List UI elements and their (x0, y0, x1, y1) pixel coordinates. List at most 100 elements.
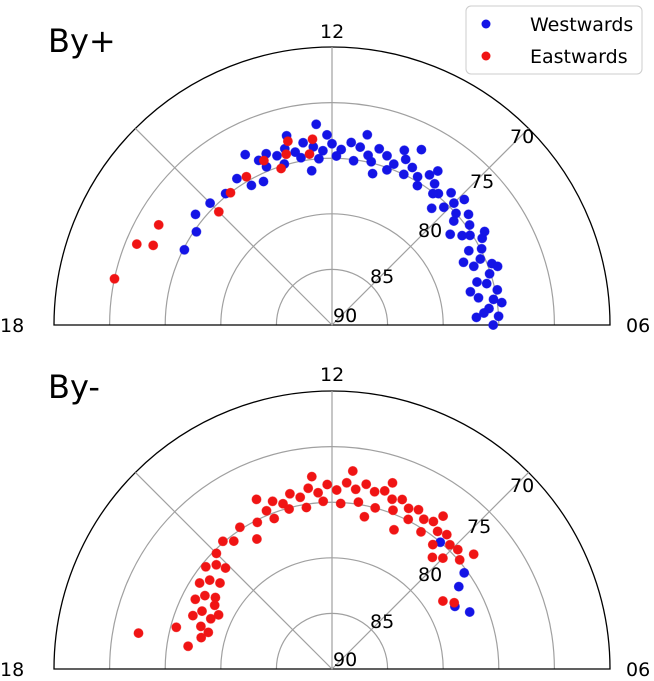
by-minus-eastwards-point-40 (217, 536, 228, 547)
by-minus-eastwards-point-60 (171, 622, 182, 633)
panel-by-minus-lat-75: 75 (467, 516, 491, 538)
by-plus-eastwards-point-3 (225, 187, 236, 198)
by-minus-eastwards-point-30 (335, 498, 346, 509)
panel-by-minus-lat-80: 80 (418, 564, 442, 586)
by-minus-eastwards-point-14 (387, 494, 398, 505)
by-minus-eastwards-point-17 (413, 504, 424, 515)
by-plus-eastwards-point-7 (153, 219, 164, 230)
legend-westwards-marker (481, 19, 491, 29)
panel-by-minus-title: By- (48, 368, 100, 406)
by-plus-spoke-1 (135, 128, 333, 326)
by-minus-eastwards-point-55 (203, 627, 214, 638)
panel-by-minus-mlt-18: 18 (0, 659, 24, 681)
by-minus-eastwards-point-70 (359, 511, 370, 522)
by-minus-eastwards-point-68 (468, 549, 479, 560)
by-minus-eastwards-point-50 (195, 621, 206, 632)
by-plus-westwards-point-47 (398, 169, 409, 180)
by-minus-eastwards-point-44 (204, 575, 215, 586)
by-minus-eastwards-point-21 (441, 529, 452, 540)
by-minus-westwards-point-2 (453, 581, 464, 592)
by-minus-eastwards-point-37 (437, 553, 448, 564)
by-plus-westwards-point-44 (348, 155, 359, 166)
by-plus-westwards-point-48 (412, 180, 423, 191)
by-plus-westwards-point-42 (313, 153, 324, 164)
by-plus-eastwards-point-1 (258, 155, 269, 166)
by-plus-westwards-point-19 (424, 169, 435, 180)
panel-by-plus-lat-85: 85 (370, 266, 394, 288)
by-minus-eastwards-point-7 (322, 479, 333, 490)
by-plus-westwards-point-32 (484, 268, 495, 279)
by-plus-westwards-point-49 (427, 188, 438, 199)
by-plus-westwards-point-11 (355, 142, 366, 153)
by-plus-westwards-point-67 (496, 297, 507, 308)
by-minus-eastwards-point-64 (306, 471, 317, 482)
by-plus-eastwards-point-5 (304, 149, 315, 160)
by-plus-westwards-point-10 (346, 137, 357, 148)
by-plus-westwards-point-23 (448, 198, 459, 209)
panel-by-plus-mlt-12: 12 (320, 21, 344, 43)
by-plus-westwards-point-30 (475, 253, 486, 264)
by-plus-westwards-point-56 (473, 292, 484, 303)
by-minus-eastwards-point-12 (369, 486, 380, 497)
by-plus-westwards-point-71 (190, 209, 201, 220)
by-minus-eastwards-point-24 (454, 554, 465, 565)
by-plus-westwards-point-25 (463, 209, 474, 220)
by-plus-westwards-point-46 (381, 164, 392, 175)
by-minus-eastwards-point-51 (220, 563, 231, 574)
by-plus-westwards-point-82 (458, 257, 469, 268)
panel-by-minus-points (133, 465, 479, 652)
by-minus-eastwards-point-1 (267, 496, 278, 507)
by-plus-eastwards-point-4 (276, 163, 287, 174)
by-plus-westwards-point-75 (367, 168, 378, 179)
by-plus-westwards-point-43 (331, 150, 342, 161)
panel-by-minus-mlt-12: 12 (320, 364, 344, 386)
by-minus-eastwards-point-43 (200, 561, 211, 572)
by-plus-eastwards-point-8 (148, 240, 159, 251)
by-minus-eastwards-point-39 (228, 536, 239, 547)
by-plus-westwards-point-57 (478, 307, 489, 318)
by-plus-westwards-point-73 (258, 176, 269, 187)
by-plus-westwards-point-66 (492, 261, 503, 272)
by-plus-westwards-point-61 (362, 129, 373, 140)
by-minus-eastwards-point-65 (347, 465, 358, 476)
by-minus-eastwards-point-11 (361, 479, 372, 490)
by-plus-westwards-point-83 (465, 286, 476, 297)
by-plus-eastwards-point-12 (282, 136, 293, 147)
by-plus-westwards-point-5 (298, 137, 309, 148)
by-plus-westwards-point-17 (407, 162, 418, 173)
by-minus-eastwards-point-20 (432, 526, 443, 537)
by-minus-eastwards-point-49 (187, 610, 198, 621)
by-minus-eastwards-point-32 (370, 502, 381, 513)
by-minus-spoke-2 (331, 472, 529, 670)
by-minus-eastwards-point-46 (199, 590, 210, 601)
by-plus-westwards-point-45 (366, 156, 377, 167)
by-plus-westwards-point-68 (231, 173, 242, 184)
by-plus-westwards-point-62 (399, 145, 410, 156)
panel-by-minus-lat-90: 90 (333, 649, 357, 671)
by-minus-eastwards-point-54 (205, 613, 216, 624)
by-minus-eastwards-point-13 (379, 485, 390, 496)
by-minus-eastwards-point-16 (403, 503, 414, 514)
by-minus-eastwards-point-33 (387, 505, 398, 516)
panel-by-minus: By- 18 12 06 70 75 80 85 90 (0, 364, 650, 681)
by-plus-westwards-point-54 (468, 261, 479, 272)
by-plus-westwards-point-79 (416, 144, 427, 155)
by-plus-eastwards-point-2 (241, 171, 252, 182)
by-plus-westwards-point-63 (432, 165, 443, 176)
panel-by-plus-lat-80: 80 (418, 220, 442, 242)
by-minus-eastwards-point-29 (318, 496, 329, 507)
by-plus-eastwards-point-10 (109, 273, 120, 284)
by-minus-eastwards-point-62 (251, 534, 262, 545)
by-plus-westwards-point-26 (464, 219, 475, 230)
by-plus-westwards-point-41 (295, 152, 306, 163)
panel-by-plus-mlt-18: 18 (0, 315, 24, 337)
by-minus-eastwards-point-67 (438, 511, 449, 522)
by-plus-westwards-point-52 (457, 230, 468, 241)
by-plus-spoke-2 (331, 128, 529, 326)
by-plus-frame (53, 46, 611, 326)
by-minus-eastwards-point-15 (397, 494, 408, 505)
by-plus-westwards-point-18 (412, 171, 423, 182)
by-plus-westwards-point-22 (446, 187, 457, 198)
legend-westwards-label: Westwards (530, 14, 633, 36)
